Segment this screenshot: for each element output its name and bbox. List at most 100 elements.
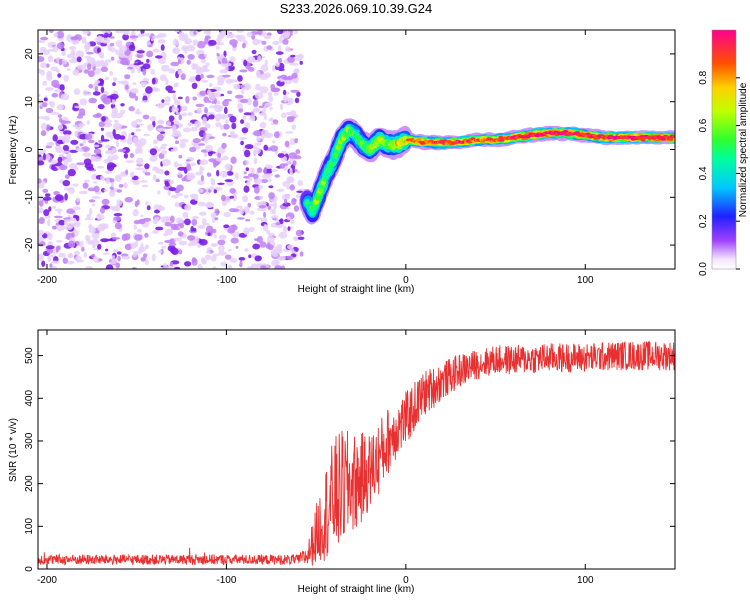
noise-speckle (97, 243, 102, 250)
noise-speckle (112, 82, 116, 87)
noise-speckle (184, 204, 192, 211)
noise-speckle (244, 248, 249, 252)
noise-speckle (182, 45, 190, 50)
noise-speckle (98, 52, 104, 58)
noise-speckle (210, 255, 217, 262)
noise-speckle (112, 248, 119, 253)
noise-speckle (93, 148, 102, 155)
noise-speckle (56, 69, 60, 73)
spectrogram-y-axis: -20 -10 0 10 20 (24, 48, 675, 252)
noise-speckle (174, 202, 180, 208)
noise-speckle (208, 114, 215, 120)
noise-speckle (153, 87, 161, 92)
noise-speckle (230, 237, 239, 244)
noise-speckle (118, 45, 128, 52)
noise-speckle (239, 85, 245, 88)
noise-speckle (144, 232, 149, 238)
noise-speckle (213, 234, 217, 239)
noise-speckle (202, 116, 207, 124)
noise-speckle (140, 257, 146, 262)
noise-speckle (227, 90, 233, 95)
noise-speckle (38, 210, 44, 214)
ridge-blob (595, 136, 601, 140)
noise-speckle (50, 101, 55, 108)
noise-speckle (179, 138, 189, 143)
noise-speckle (289, 172, 294, 176)
noise-speckle (198, 201, 206, 207)
noise-speckle (229, 56, 236, 63)
noise-speckle (153, 174, 157, 181)
noise-speckle (115, 262, 121, 269)
noise-speckle (104, 76, 109, 81)
noise-speckle (268, 185, 274, 189)
noise-speckle (63, 187, 72, 191)
noise-speckle (201, 79, 209, 83)
noise-speckle (274, 265, 282, 269)
noise-speckle (245, 160, 249, 166)
noise-speckle (285, 46, 291, 53)
noise-speckle (40, 130, 47, 137)
x-tick-label: -200 (37, 575, 57, 586)
noise-speckle (239, 69, 248, 73)
noise-speckle (44, 215, 51, 219)
noise-speckle (72, 214, 79, 219)
noise-speckle (287, 56, 295, 63)
noise-speckle (105, 59, 112, 63)
noise-speckle (150, 116, 157, 122)
noise-speckle (204, 53, 208, 57)
noise-speckle (197, 224, 206, 229)
noise-speckle (215, 46, 220, 50)
noise-speckle (130, 88, 139, 94)
noise-speckle (273, 92, 279, 96)
noise-speckle (164, 239, 173, 244)
noise-speckle (243, 227, 250, 235)
noise-speckle (257, 167, 263, 173)
noise-speckle (208, 100, 212, 103)
noise-speckle (102, 252, 110, 255)
y-tick-label: 100 (24, 518, 35, 535)
noise-speckle (82, 152, 92, 158)
noise-speckle (282, 181, 290, 187)
noise-speckle (72, 124, 78, 127)
noise-speckle (115, 204, 121, 212)
noise-speckle (252, 107, 261, 112)
noise-speckle (224, 254, 232, 260)
noise-speckle (117, 148, 127, 153)
noise-speckle (198, 53, 207, 60)
noise-speckle (119, 135, 126, 140)
noise-speckle (120, 109, 126, 115)
noise-speckle (105, 176, 110, 185)
noise-speckle (186, 172, 196, 180)
noise-speckle (157, 39, 166, 44)
noise-speckle (128, 106, 135, 112)
noise-speckle (246, 31, 253, 38)
noise-speckle (47, 219, 51, 226)
noise-speckle (43, 209, 50, 217)
noise-speckle (48, 30, 54, 33)
noise-speckle (129, 153, 135, 158)
noise-speckle (101, 116, 106, 122)
noise-speckle (277, 153, 285, 158)
noise-speckle (51, 92, 59, 98)
noise-speckle (105, 131, 112, 138)
noise-speckle (248, 177, 253, 182)
noise-speckle (52, 225, 57, 230)
noise-speckle (74, 250, 80, 256)
noise-speckle (221, 142, 227, 149)
noise-speckle (57, 114, 63, 118)
noise-speckle (154, 209, 160, 214)
noise-speckle (278, 36, 283, 44)
noise-speckle (286, 207, 291, 210)
noise-speckle (152, 219, 159, 225)
noise-speckle (279, 103, 284, 110)
noise-speckle (203, 96, 209, 103)
noise-speckle (264, 59, 268, 66)
noise-speckle (283, 89, 287, 96)
noise-speckle (166, 264, 176, 269)
noise-speckle (197, 263, 203, 269)
noise-speckle (297, 170, 301, 174)
noise-speckle (205, 134, 210, 139)
noise-speckle (181, 177, 186, 182)
noise-speckle (87, 240, 95, 245)
